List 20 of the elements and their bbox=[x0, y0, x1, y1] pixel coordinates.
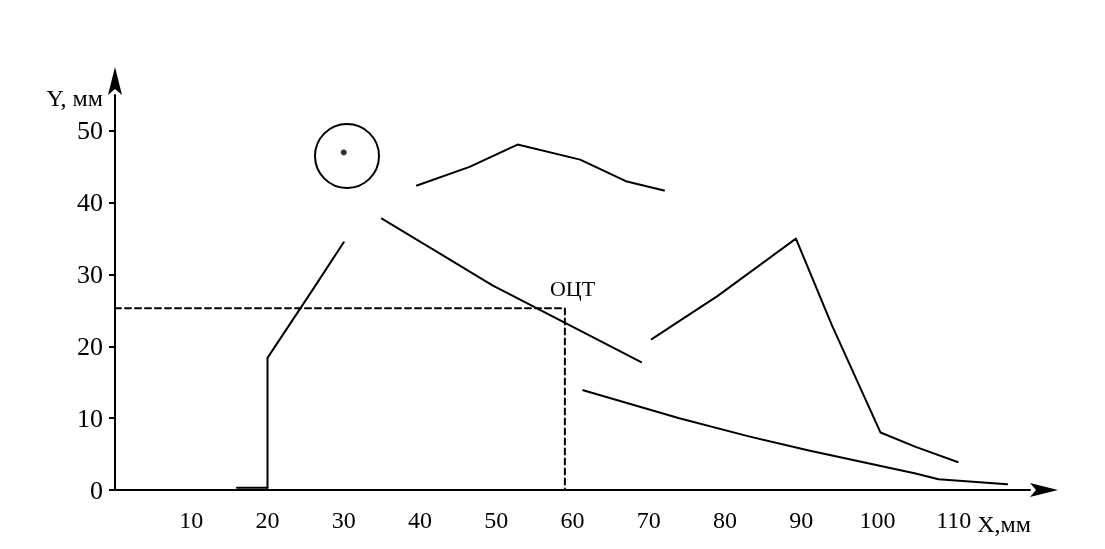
x-tick-label: 10 bbox=[179, 507, 204, 533]
annotation: ОЦТ bbox=[549, 276, 596, 303]
x-tick-label: 110 bbox=[936, 507, 972, 533]
x-tick-label: 100 bbox=[859, 507, 896, 533]
x-tick-label: 30 bbox=[331, 507, 356, 533]
y-tick-label: 10 bbox=[77, 403, 103, 433]
x-tick-label: 70 bbox=[636, 507, 661, 533]
x-tick-label: 90 bbox=[789, 507, 814, 533]
y-tick-label: 0 bbox=[90, 475, 103, 505]
x-tick-label: 40 bbox=[408, 507, 432, 533]
x-tick-label: 20 bbox=[255, 507, 280, 533]
x-tick-label: 80 bbox=[713, 507, 737, 533]
y-tick-label: 40 bbox=[77, 188, 103, 218]
x-axis-title: X,мм bbox=[977, 511, 1031, 537]
y-tick-label: 50 bbox=[77, 116, 103, 146]
y-axis-title: Y, мм bbox=[46, 85, 103, 111]
x-tick-label: 50 bbox=[484, 507, 509, 533]
y-tick-label: 20 bbox=[77, 331, 103, 361]
x-tick-label: 60 bbox=[560, 507, 585, 533]
y-tick-label: 30 bbox=[77, 260, 103, 290]
